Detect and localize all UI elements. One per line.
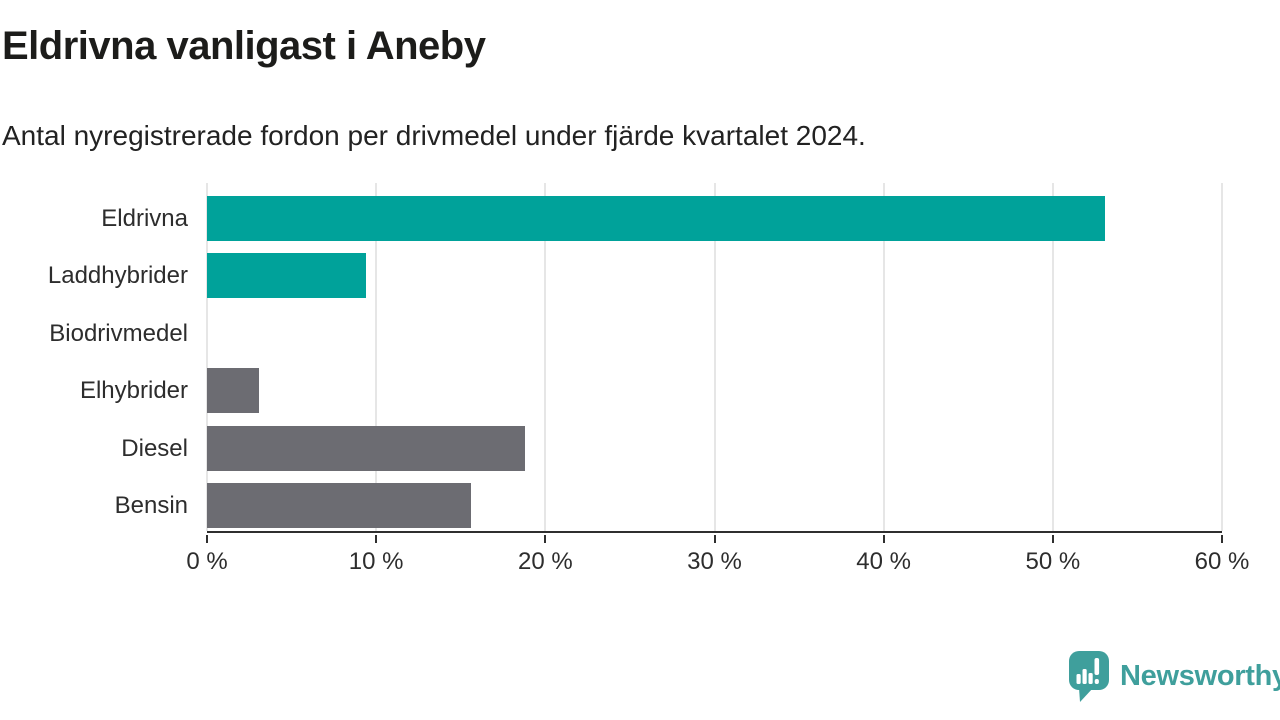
bar-bensin	[207, 483, 471, 528]
newsworthy-logo: Newsworthy	[1066, 649, 1280, 704]
chart-subtitle: Antal nyregistrerade fordon per drivmede…	[2, 120, 866, 151]
logo-bars	[1076, 658, 1100, 684]
category-label-bensin: Bensin	[114, 492, 188, 519]
tick-label-40: 40 %	[856, 548, 912, 575]
y-axis-category-labels: Eldrivna Laddhybrider Biodrivmedel Elhybrid…	[0, 183, 190, 533]
gridline-30	[713, 183, 716, 531]
bar-laddhybrider	[207, 253, 367, 299]
tick-mark-40	[882, 535, 885, 543]
tick-mark-20	[544, 535, 547, 543]
tick-label-20: 20 %	[517, 548, 573, 575]
tick-label-10: 10 %	[348, 548, 404, 575]
tick-label-50: 50 %	[1025, 548, 1081, 575]
tick-mark-0	[206, 535, 208, 543]
tick-mark-60	[1221, 535, 1223, 543]
page-title: Eldrivna vanligast i Aneby	[2, 24, 486, 68]
logo-wordmark: Newsworthy	[1120, 660, 1280, 692]
tick-mark-50	[1051, 535, 1054, 543]
category-label-eldrivna: Eldrivna	[101, 205, 188, 232]
gridline-10	[375, 183, 378, 531]
tick-mark-30	[713, 535, 716, 543]
category-label-elhybrider: Elhybrider	[79, 377, 188, 405]
category-label-laddhybrider: Laddhybrider	[47, 262, 188, 290]
x-axis: 0 % 10 % 20 % 30 % 40 % 50 % 60 %	[186, 535, 1249, 580]
gridline-20	[544, 183, 547, 531]
plot-area	[206, 183, 1223, 533]
speech-bubble-bar-chart-icon	[1069, 651, 1109, 702]
category-label-biodrivmedel: Biodrivmedel	[49, 319, 188, 347]
gridline-50	[1051, 183, 1054, 531]
gridline-0	[206, 183, 208, 531]
category-label-diesel: Diesel	[121, 434, 188, 462]
gridline-40	[882, 183, 885, 531]
tick-label-60: 60 %	[1194, 548, 1250, 575]
tick-label-30: 30 %	[687, 548, 742, 575]
bar-elhybrider	[207, 368, 260, 414]
tick-mark-10	[375, 535, 378, 543]
bar-eldrivna	[207, 196, 1106, 241]
gridline-60	[1221, 183, 1223, 531]
tick-label-0: 0 %	[186, 548, 228, 575]
bar-diesel	[207, 425, 526, 471]
